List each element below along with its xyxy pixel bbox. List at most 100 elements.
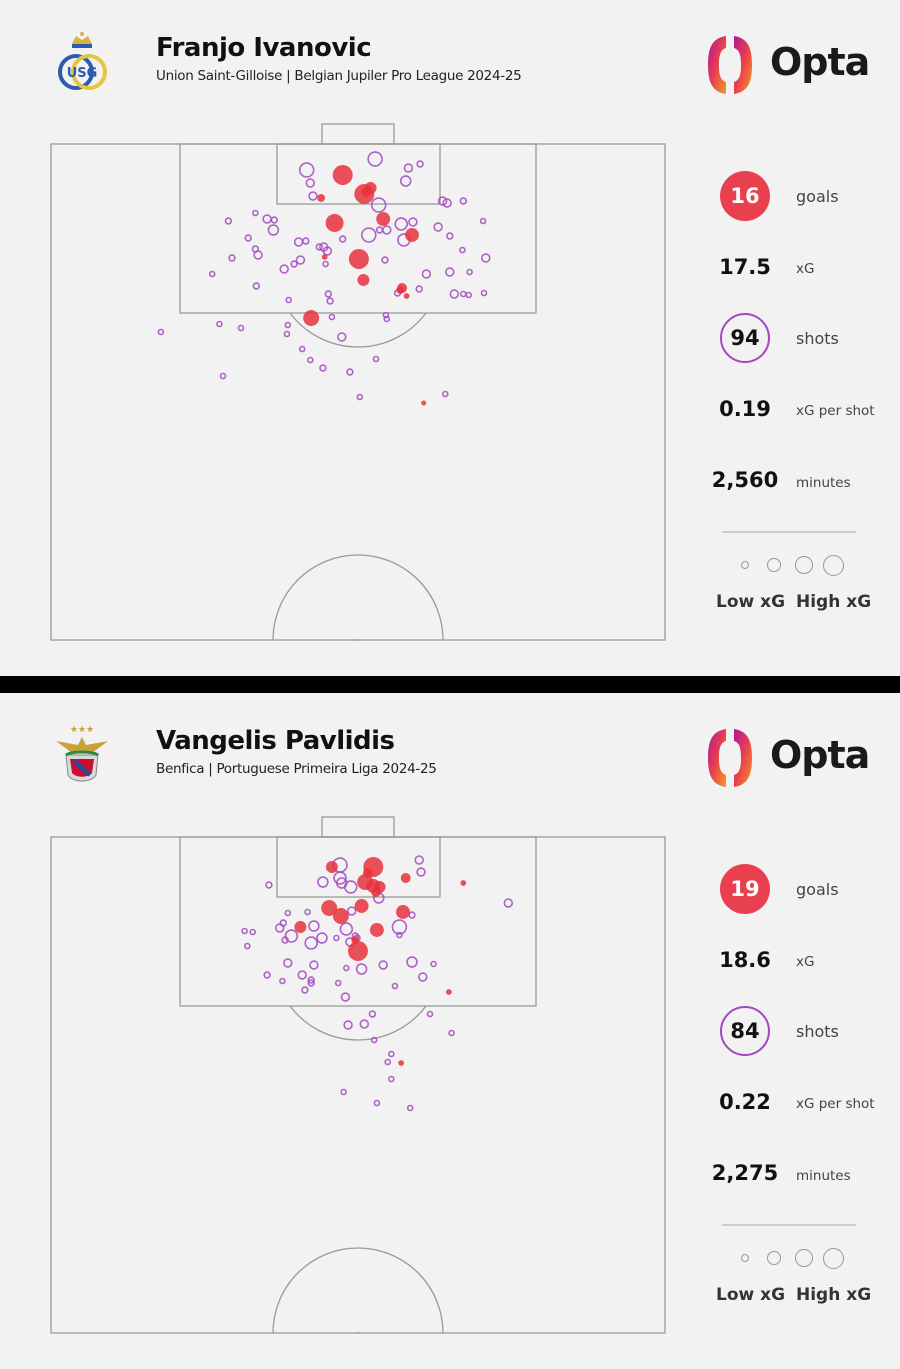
shot-marker [284, 929, 299, 943]
shot-marker [253, 250, 263, 260]
goals-badge: 16 [720, 171, 770, 221]
shot-marker [339, 922, 354, 936]
shot-marker [442, 198, 452, 208]
shot-marker [306, 356, 314, 364]
shot-marker [322, 246, 333, 256]
xg-per-shot-value: 0.19 [719, 397, 771, 421]
shot-marker [375, 226, 384, 234]
shot-marker [394, 217, 408, 231]
shot-marker [445, 267, 455, 277]
shot-marker [279, 977, 286, 985]
shot-marker [333, 871, 347, 885]
goal-marker [398, 1060, 405, 1066]
shots-value: 84 [730, 1019, 760, 1043]
shot-marker [297, 970, 307, 980]
goal-marker [400, 873, 411, 883]
shot-map-panel: ★★★ Vangelis Pavlidis Benfica | Portugue… [0, 693, 900, 1369]
goal-marker [362, 868, 373, 878]
shot-marker [403, 163, 414, 173]
goal-marker [460, 880, 467, 886]
shot-marker [317, 876, 329, 888]
shot-marker [328, 313, 336, 321]
shot-marker [367, 151, 383, 167]
divider [722, 1224, 856, 1226]
xg-label: xG [796, 954, 815, 970]
shot-marker [370, 1036, 378, 1044]
shot-marker [308, 920, 320, 932]
shot-marker [285, 296, 293, 304]
centre-circle [272, 554, 444, 641]
shot-marker [249, 928, 256, 936]
shot-marker [346, 368, 354, 376]
goal-marker [332, 165, 353, 185]
shot-marker [308, 191, 318, 201]
legend-low-xg: Low xG [716, 1285, 786, 1305]
shot-marker [465, 291, 473, 299]
club-crest-union-saint-gilloise: USG [58, 32, 107, 90]
shot-marker [446, 232, 454, 240]
panel-separator [0, 676, 900, 693]
legend-circle-sm [767, 558, 781, 572]
shot-marker [224, 217, 233, 225]
goal-marker [421, 400, 427, 406]
goal-marker [294, 921, 307, 933]
goal-marker [348, 249, 369, 269]
club-league-subtitle: Union Saint-Gilloise | Belgian Jupiler P… [156, 68, 522, 84]
shot-marker [298, 162, 315, 178]
shot-marker [387, 1075, 395, 1083]
shot-marker [466, 268, 473, 276]
shot-marker [307, 976, 315, 984]
shot-marker [208, 270, 216, 278]
shot-marker [295, 255, 306, 265]
shot-marker [408, 217, 418, 227]
shot-marker [356, 393, 364, 401]
shot-marker [267, 224, 280, 236]
minutes-label: minutes [796, 1168, 851, 1184]
shot-marker [284, 909, 292, 917]
legend-high-xg: High xG [796, 592, 872, 612]
shot-marker [281, 936, 289, 944]
shot-marker [283, 330, 291, 338]
goal-marker [396, 286, 405, 294]
shot-marker [343, 1020, 353, 1030]
club-league-subtitle: Benfica | Portuguese Primeira Liga 2024-… [156, 761, 437, 777]
svg-text:USG: USG [67, 66, 98, 81]
opta-logo: Opta [706, 34, 870, 96]
goal [321, 816, 395, 838]
shot-marker [316, 932, 328, 944]
minutes-value: 2,560 [711, 468, 779, 492]
shot-marker [284, 321, 292, 329]
goal-marker [321, 254, 328, 260]
shot-marker [157, 328, 165, 336]
shots-label: shots [796, 329, 839, 348]
opta-mark-icon [708, 36, 752, 94]
shot-marker [304, 908, 311, 916]
shot-marker [244, 234, 252, 242]
goal-marker [396, 905, 410, 919]
shot-marker [481, 253, 491, 263]
goals-value: 16 [730, 184, 760, 208]
opta-logo: Opta [706, 727, 870, 789]
pitch [50, 123, 666, 641]
shot-marker [433, 222, 443, 232]
legend-circle-lg [823, 555, 844, 576]
shot-marker [216, 320, 223, 328]
shot-marker [459, 197, 468, 205]
shot-marker [387, 1050, 395, 1058]
goal-marker [376, 212, 391, 226]
shot-marker [361, 227, 377, 243]
shot-marker [263, 971, 271, 979]
shot-marker [368, 1010, 377, 1018]
goals-badge: 19 [720, 864, 770, 914]
shot-marker [370, 197, 387, 213]
xg-per-shot-value: 0.22 [719, 1090, 771, 1114]
goals-value: 19 [730, 877, 760, 901]
shot-marker [406, 956, 418, 968]
goal-marker [361, 187, 372, 197]
shot-marker [459, 290, 467, 298]
shot-marker [391, 982, 399, 990]
shot-marker [322, 260, 329, 268]
player-name: Vangelis Pavlidis [156, 726, 395, 756]
shot-marker [252, 209, 259, 217]
shot-marker [503, 898, 514, 908]
